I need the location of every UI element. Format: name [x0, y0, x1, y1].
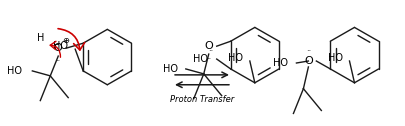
Text: ..: .. — [55, 54, 61, 62]
Text: HO: HO — [7, 66, 22, 76]
Text: Proton Transfer: Proton Transfer — [170, 95, 234, 104]
Text: O: O — [304, 56, 313, 66]
FancyArrowPatch shape — [58, 29, 85, 50]
Text: ··: ·· — [306, 48, 311, 57]
Text: ..: .. — [206, 52, 211, 61]
Text: ··: ·· — [208, 47, 213, 56]
Text: HO: HO — [193, 54, 208, 64]
Text: HO: HO — [273, 58, 288, 68]
Text: H: H — [36, 33, 44, 43]
Text: HO: HO — [328, 53, 343, 63]
Text: HO: HO — [228, 53, 243, 63]
FancyArrowPatch shape — [50, 41, 60, 57]
Text: ⊕: ⊕ — [63, 36, 70, 45]
Text: O: O — [205, 41, 213, 51]
Text: O: O — [54, 43, 63, 53]
Text: HO: HO — [163, 64, 178, 74]
Text: HO: HO — [53, 41, 68, 51]
